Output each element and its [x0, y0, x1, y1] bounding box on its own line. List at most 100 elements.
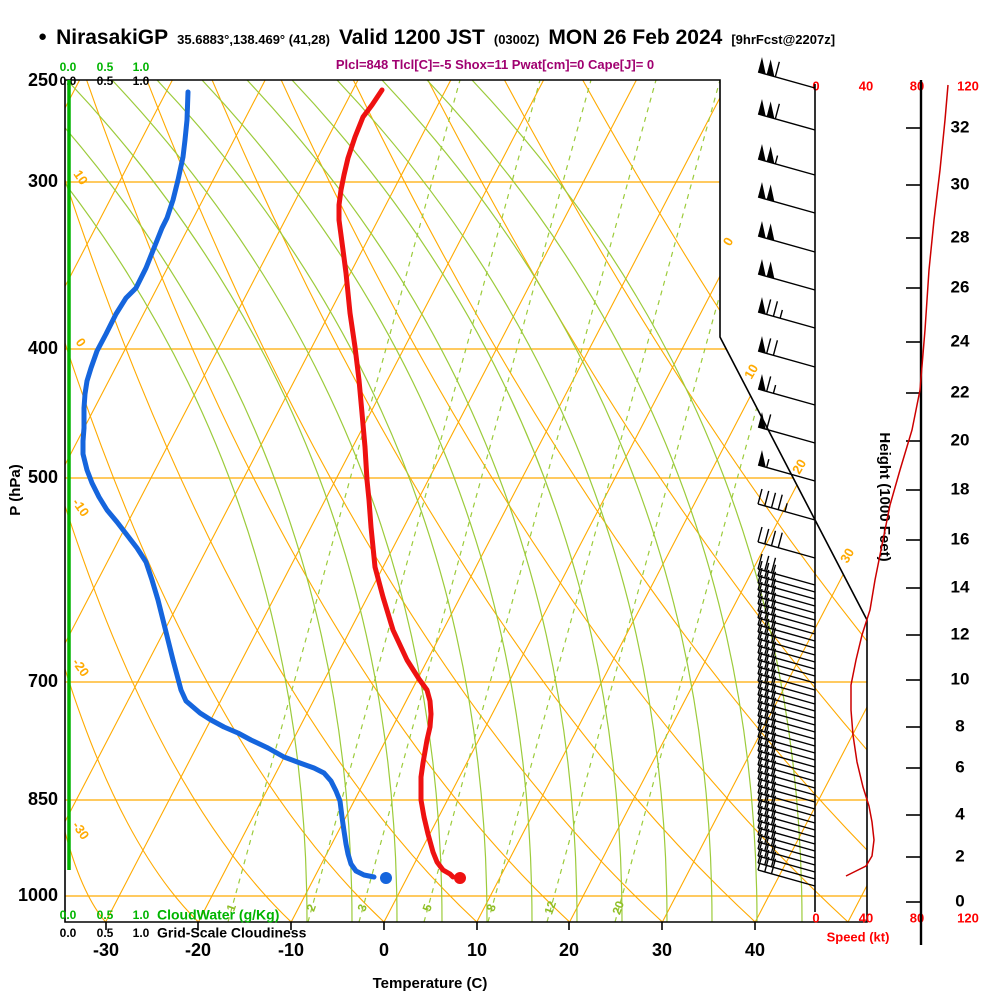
barb-pennant	[758, 336, 766, 354]
height-tick-label: 6	[955, 757, 964, 776]
isotherm-line	[65, 80, 452, 922]
barb-pennant	[766, 184, 775, 202]
barb-full	[757, 526, 763, 543]
barb-full	[774, 103, 781, 120]
surface-temperature-dot	[454, 872, 466, 884]
barb-pennant	[758, 412, 766, 430]
pressure-tick-label: 850	[28, 789, 58, 809]
dry-adiabat-line	[65, 505, 292, 922]
mixing-ratio-label: 20	[609, 899, 627, 917]
barb-full	[757, 735, 763, 752]
barb-full	[770, 530, 777, 546]
barb-half	[779, 309, 784, 319]
barb-full	[757, 644, 763, 661]
moist-adiabat-line	[471, 80, 803, 922]
barb-full	[770, 564, 777, 580]
speed-scale-top: 120	[957, 78, 979, 93]
height-tick-label: 12	[951, 624, 970, 643]
temp-tick-label: 10	[467, 940, 487, 960]
height-tick-label: 14	[951, 577, 970, 596]
barb-full	[774, 61, 781, 78]
isotherm-line	[661, 80, 867, 922]
isotherm-line	[569, 80, 867, 922]
wind-barb	[757, 771, 816, 789]
barb-full	[757, 651, 763, 668]
barb-full	[770, 571, 777, 587]
wind-barb	[757, 113, 816, 131]
barb-full	[757, 833, 763, 850]
barb-full	[770, 613, 777, 629]
barb-full	[764, 674, 770, 691]
wind-barb	[757, 722, 816, 740]
mixing-ratio-line	[358, 80, 592, 922]
height-tick-label: 2	[955, 846, 964, 865]
temp-tick-label: -30	[93, 940, 119, 960]
wind-barb	[757, 624, 816, 642]
barb-full	[770, 844, 777, 860]
wind-barb	[757, 841, 816, 859]
temp-tick-label: 40	[745, 940, 765, 960]
barb-full	[770, 492, 777, 508]
barb-pennant	[758, 182, 766, 200]
barb-full	[764, 765, 770, 782]
dry-adiabat-line	[65, 80, 663, 922]
barb-full	[764, 723, 770, 740]
wind-barb	[757, 750, 816, 768]
barb-full	[757, 665, 763, 682]
wind-barb	[757, 687, 816, 705]
barb-full	[765, 299, 772, 315]
barb-full	[770, 606, 777, 622]
height-tick-label: 20	[951, 430, 970, 449]
barb-full	[757, 756, 763, 773]
mixing-ratio-label: 2	[304, 902, 320, 913]
cloudiness-scale-bottom: 0.0	[60, 926, 77, 940]
dry-adiabat-line	[65, 921, 66, 922]
barb-full	[757, 798, 763, 815]
moist-adiabat-line	[291, 80, 623, 922]
wind-barb	[757, 603, 816, 621]
barb-pennant	[758, 374, 766, 392]
barb-full	[757, 588, 763, 605]
surface-dewpoint-dot	[380, 872, 392, 884]
barb-full	[770, 781, 777, 797]
barb-full	[757, 595, 763, 612]
station-name: NirasakiGP	[56, 26, 169, 49]
wind-barb	[757, 582, 816, 600]
barb-full	[764, 646, 770, 663]
wind-barb	[757, 729, 816, 747]
wind-barb	[757, 827, 816, 845]
barb-full	[764, 569, 770, 586]
temp-tick-label: 20	[559, 940, 579, 960]
barb-full	[770, 648, 777, 664]
barb-full	[764, 835, 770, 852]
barb-full	[764, 779, 770, 796]
wind-barb	[757, 71, 816, 89]
mixing-ratio-line	[614, 80, 848, 922]
barb-full	[764, 639, 770, 656]
wind-barb	[757, 743, 816, 761]
moist-adiabat-line	[201, 80, 533, 922]
dewpoint-curve	[80, 89, 377, 880]
barb-full	[757, 686, 763, 703]
height-tick-label: 16	[951, 529, 970, 548]
wind-barb	[757, 568, 816, 586]
barb-full	[757, 672, 763, 689]
barb-half	[784, 503, 788, 512]
barb-full	[757, 805, 763, 822]
barb-full	[764, 737, 770, 754]
dry-adiabat-label: 0	[73, 335, 89, 350]
wind-barb	[757, 235, 816, 253]
wind-barb	[757, 694, 816, 712]
wind-barb	[757, 311, 816, 329]
barb-full	[764, 793, 770, 810]
wind-barb	[757, 575, 816, 593]
wind-barb	[757, 799, 816, 817]
barb-full	[777, 532, 783, 548]
height-axis-title: Height (1000 Feet)	[876, 432, 893, 561]
moist-adiabat-line	[246, 80, 578, 922]
barb-full	[757, 581, 763, 598]
barb-full	[764, 807, 770, 824]
barb-full	[770, 711, 777, 727]
height-tick-label: 18	[951, 479, 970, 498]
height-tick-label: 30	[951, 174, 970, 193]
